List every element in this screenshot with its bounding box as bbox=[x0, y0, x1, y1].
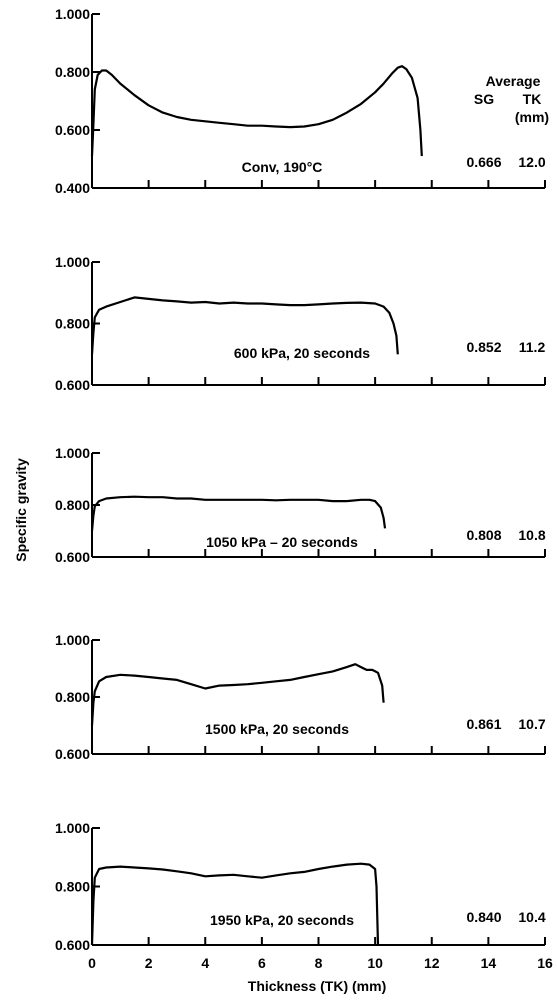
y-tick-label: 0.600 bbox=[55, 377, 90, 393]
x-tick-label: 2 bbox=[145, 955, 153, 971]
x-tick-label: 14 bbox=[481, 955, 497, 971]
panels-group: 0.400 0.600 0.800 1.000 Conv, 190°C 0.666 12.0… bbox=[55, 6, 546, 953]
x-axis-title: Thickness (TK) (mm) bbox=[248, 978, 386, 994]
y-tick-label: 1.000 bbox=[55, 820, 90, 836]
y-tick-label: 0.800 bbox=[55, 497, 90, 513]
summary-header-sg: SG bbox=[474, 91, 494, 107]
average-tk-value: 11.2 bbox=[519, 339, 546, 355]
x-tick-label: 16 bbox=[537, 955, 553, 971]
summary-header-title: Average bbox=[486, 73, 541, 89]
panel-4: 0.600 0.800 1.000 1500 kPa, 20 seconds 0.861… bbox=[55, 632, 546, 762]
y-tick-label: 0.800 bbox=[55, 879, 90, 895]
x-tick-label: 10 bbox=[367, 955, 383, 971]
summary-header-tk: TK bbox=[523, 91, 542, 107]
x-tick-label: 6 bbox=[258, 955, 266, 971]
average-tk-value: 10.7 bbox=[518, 716, 545, 732]
y-tick-label: 0.600 bbox=[55, 746, 90, 762]
y-tick-label: 0.800 bbox=[55, 64, 90, 80]
average-sg-value: 0.808 bbox=[466, 527, 501, 543]
panel-1: 0.400 0.600 0.800 1.000 Conv, 190°C 0.666 12.0 bbox=[55, 6, 546, 196]
x-tick-label: 4 bbox=[201, 955, 209, 971]
series-line bbox=[90, 862, 380, 946]
average-sg-value: 0.666 bbox=[466, 154, 501, 170]
y-tick-label: 1.000 bbox=[55, 6, 90, 22]
panel-condition-label: 1500 kPa, 20 seconds bbox=[205, 721, 349, 737]
y-tick-label: 1.000 bbox=[55, 445, 90, 461]
panel-2: 0.600 0.800 1.000 600 kPa, 20 seconds 0.852 1… bbox=[55, 254, 546, 393]
average-sg-value: 0.852 bbox=[466, 339, 501, 355]
x-tick-label: 0 bbox=[88, 955, 96, 971]
average-tk-value: 10.8 bbox=[518, 527, 545, 543]
y-tick-label: 0.600 bbox=[55, 122, 90, 138]
summary-header: Average SG TK (mm) bbox=[474, 73, 549, 125]
y-tick-label: 0.600 bbox=[55, 549, 90, 565]
panel-condition-label: Conv, 190°C bbox=[242, 159, 323, 175]
y-tick-label: 1.000 bbox=[55, 254, 90, 270]
y-tick-label: 0.800 bbox=[55, 316, 90, 332]
series-line bbox=[90, 663, 385, 726]
average-sg-value: 0.861 bbox=[466, 716, 501, 732]
series-line bbox=[90, 65, 423, 157]
panel-3: 0.600 0.800 1.000 1050 kPa – 20 seconds 0.80… bbox=[55, 445, 546, 565]
average-sg-value: 0.840 bbox=[466, 909, 501, 925]
panel-condition-label: 600 kPa, 20 seconds bbox=[234, 345, 370, 361]
x-axis-tick-labels: 0 2 4 6 8 10 12 14 16 bbox=[88, 955, 553, 971]
y-tick-label: 0.800 bbox=[55, 689, 90, 705]
x-tick-label: 8 bbox=[315, 955, 323, 971]
average-tk-value: 12.0 bbox=[518, 154, 545, 170]
panel-5: 0.600 0.800 1.000 1950 kPa, 20 seconds 0.840… bbox=[55, 820, 546, 953]
average-tk-value: 10.4 bbox=[518, 909, 545, 925]
y-axis-title: Specific gravity bbox=[13, 458, 29, 562]
x-tick-label: 12 bbox=[424, 955, 440, 971]
panel-condition-label: 1050 kPa – 20 seconds bbox=[206, 534, 358, 550]
series-line bbox=[90, 495, 387, 532]
summary-header-tk-unit: (mm) bbox=[515, 109, 549, 125]
series-line bbox=[90, 296, 399, 355]
y-tick-label: 0.600 bbox=[55, 937, 90, 953]
y-tick-label: 0.400 bbox=[55, 180, 90, 196]
panel-condition-label: 1950 kPa, 20 seconds bbox=[210, 912, 354, 928]
y-tick-label: 1.000 bbox=[55, 632, 90, 648]
